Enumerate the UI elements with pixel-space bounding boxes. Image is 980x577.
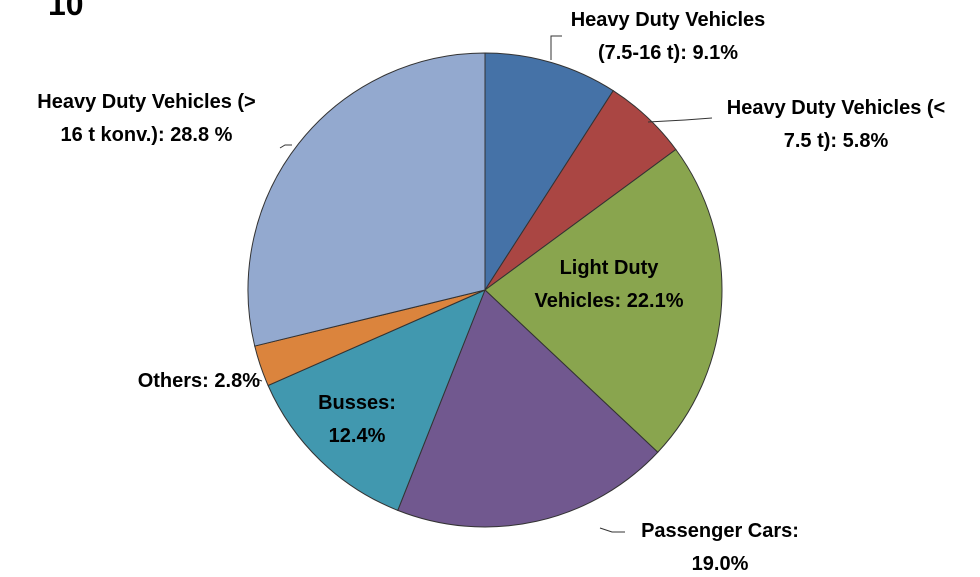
value-label: 19.0%: [691, 553, 749, 575]
leader-line: [599, 527, 625, 533]
slice: [397, 289, 659, 528]
value-label: 2.8%: [214, 370, 260, 392]
value-label: 28.8 %: [170, 124, 233, 146]
slices: [247, 52, 723, 528]
value-label: 5.8%: [842, 130, 889, 152]
value-label: 12.4%: [328, 425, 386, 447]
leader-lines: [255, 35, 713, 533]
category-label: Heavy Duty Vehicles (7.5-16 t):: [570, 9, 766, 64]
category-label: Heavy Duty Vehicles (> 16 t konv.):: [37, 91, 256, 146]
leader-line: [647, 117, 713, 123]
category-label: Passenger Cars:: [641, 520, 799, 542]
category-label: Heavy Duty Vehicles (< 7.5 t):: [726, 97, 946, 152]
leader-line: [550, 35, 562, 60]
slice-label: Others: 2.8%: [80, 365, 260, 398]
category-label: Others:: [137, 370, 209, 392]
slice: [247, 52, 486, 347]
slice-label: Light Duty Vehicles: 22.1%: [523, 252, 695, 318]
slice: [267, 289, 486, 512]
chart-title: 10: [48, 0, 84, 22]
slice: [484, 52, 614, 292]
slice-label: Heavy Duty Vehicles (< 7.5 t): 5.8%: [712, 92, 960, 158]
slice-label: Busses: 12.4%: [305, 387, 409, 453]
leader-line: [279, 144, 292, 149]
slice-label: Heavy Duty Vehicles (7.5-16 t): 9.1%: [563, 4, 773, 70]
category-label: Busses:: [318, 392, 396, 414]
leader-line: [255, 378, 263, 382]
slice-label: Heavy Duty Vehicles (> 16 t konv.): 28.8…: [4, 86, 289, 152]
value-label: 22.1%: [626, 290, 684, 312]
slice: [484, 148, 723, 453]
slice-label: Passenger Cars: 19.0%: [625, 515, 815, 577]
value-label: 9.1%: [692, 42, 739, 64]
category-label: Light Duty Vehicles:: [534, 257, 659, 312]
